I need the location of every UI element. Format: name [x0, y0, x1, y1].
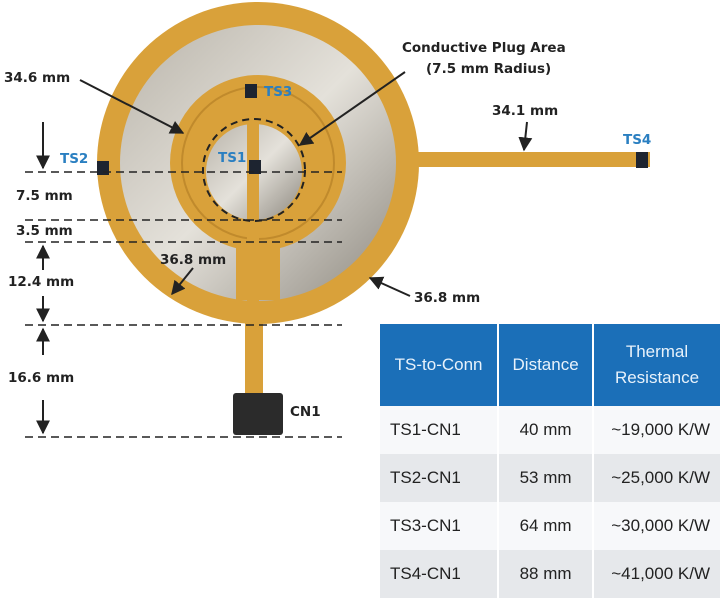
cell-resistance: ~30,000 K/W — [592, 502, 720, 550]
dim-3-5: 3.5 mm — [16, 223, 73, 239]
ts4-chip — [636, 152, 648, 168]
dimension-lines — [25, 171, 342, 438]
cell-pair: TS1-CN1 — [380, 406, 499, 454]
cell-resistance: ~25,000 K/W — [592, 454, 720, 502]
cell-resistance: ~19,000 K/W — [592, 406, 720, 454]
header-thermal-resistance: Thermal Resistance — [592, 324, 720, 406]
dim-34-1: 34.1 mm — [492, 103, 559, 119]
ts2-label: TS2 — [60, 151, 89, 167]
cell-distance: 40 mm — [497, 406, 593, 454]
table-row: TS3-CN1 64 mm ~30,000 K/W — [380, 502, 720, 550]
cn1-connector — [233, 393, 283, 435]
ts4-label: TS4 — [623, 132, 652, 148]
header-distance: Distance — [497, 324, 593, 406]
dim-16-6: 16.6 mm — [8, 370, 75, 386]
cell-pair: TS3-CN1 — [380, 502, 499, 550]
header-ts-to-conn: TS-to-Conn — [380, 324, 499, 406]
dim-34-6: 34.6 mm — [4, 70, 71, 86]
cell-distance: 88 mm — [497, 550, 593, 598]
dim-12-4: 12.4 mm — [8, 274, 75, 290]
cell-distance: 64 mm — [497, 502, 593, 550]
dim-7-5: 7.5 mm — [16, 188, 73, 204]
dim-36-8-outer: 36.8 mm — [414, 290, 481, 306]
ts3-chip — [245, 84, 257, 98]
plug-area-subtitle: (7.5 mm Radius) — [426, 61, 552, 77]
cell-pair: TS4-CN1 — [380, 550, 499, 598]
table-row: TS4-CN1 88 mm ~41,000 K/W — [380, 550, 720, 598]
arrows — [36, 71, 533, 435]
ts4-arm — [410, 152, 650, 167]
table-header: TS-to-Conn Distance Thermal Resistance — [380, 324, 720, 406]
ts1-label: TS1 — [218, 150, 247, 166]
thermal-resistance-table: TS-to-Conn Distance Thermal Resistance T… — [380, 324, 720, 598]
dim-36-8-inner: 36.8 mm — [160, 252, 227, 268]
cell-pair: TS2-CN1 — [380, 454, 499, 502]
ts3-label: TS3 — [264, 84, 293, 100]
ts2-chip — [97, 161, 109, 175]
table-row: TS1-CN1 40 mm ~19,000 K/W — [380, 406, 720, 454]
ts1-chip — [249, 160, 261, 174]
plug-area-title: Conductive Plug Area — [402, 40, 566, 56]
cell-resistance: ~41,000 K/W — [592, 550, 720, 598]
cell-distance: 53 mm — [497, 454, 593, 502]
plug-boundary — [202, 118, 306, 222]
table-row: TS2-CN1 53 mm ~25,000 K/W — [380, 454, 720, 502]
cn1-label: CN1 — [290, 404, 321, 420]
